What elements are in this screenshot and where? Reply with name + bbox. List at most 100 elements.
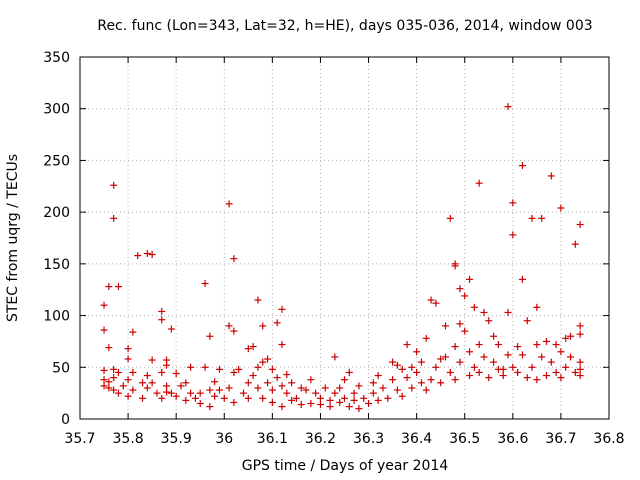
data-point bbox=[114, 283, 122, 291]
data-point bbox=[129, 386, 137, 394]
data-point bbox=[341, 376, 348, 384]
data-point bbox=[143, 372, 151, 380]
x-tick-label: 36.3 bbox=[353, 431, 384, 447]
y-tick-label: 200 bbox=[43, 205, 70, 221]
data-point bbox=[321, 384, 329, 392]
data-point bbox=[485, 374, 493, 382]
data-point bbox=[480, 308, 488, 316]
data-point bbox=[307, 399, 315, 407]
data-point bbox=[456, 285, 464, 293]
data-point bbox=[485, 317, 493, 325]
data-point bbox=[576, 365, 584, 373]
data-point bbox=[504, 103, 512, 111]
data-point bbox=[427, 296, 435, 304]
y-tick-label: 350 bbox=[43, 50, 70, 66]
data-point bbox=[240, 389, 248, 397]
data-point bbox=[134, 252, 142, 260]
data-point bbox=[417, 379, 425, 387]
data-point bbox=[211, 378, 219, 386]
data-point bbox=[326, 403, 334, 411]
data-point bbox=[504, 308, 512, 316]
x-tick-label: 36.8 bbox=[593, 431, 624, 447]
data-point bbox=[124, 376, 132, 384]
data-point bbox=[172, 369, 180, 377]
data-point bbox=[393, 386, 401, 394]
data-point bbox=[139, 394, 147, 402]
data-point bbox=[461, 327, 469, 335]
data-point bbox=[475, 368, 483, 376]
data-point bbox=[547, 358, 555, 366]
data-point bbox=[466, 372, 474, 380]
data-point bbox=[211, 392, 219, 400]
data-point bbox=[264, 379, 272, 387]
data-point bbox=[538, 353, 546, 361]
data-point bbox=[163, 382, 171, 390]
data-point bbox=[437, 355, 445, 363]
data-point bbox=[557, 204, 565, 212]
data-point bbox=[336, 398, 344, 406]
data-point bbox=[119, 382, 127, 390]
x-tick-label: 35.8 bbox=[113, 431, 144, 447]
data-point bbox=[456, 358, 464, 366]
data-point bbox=[268, 398, 276, 406]
y-tick-label: 100 bbox=[43, 309, 70, 325]
data-point bbox=[427, 376, 435, 384]
data-point bbox=[191, 394, 199, 402]
data-point bbox=[446, 214, 454, 222]
data-point bbox=[100, 376, 108, 384]
data-point bbox=[552, 368, 560, 376]
data-point bbox=[206, 332, 214, 340]
y-axis-label: STEC from uqrg / TECUs bbox=[5, 154, 21, 322]
data-point bbox=[273, 319, 281, 327]
data-point bbox=[518, 162, 526, 170]
data-point bbox=[542, 372, 550, 380]
data-point bbox=[374, 372, 382, 380]
data-point bbox=[571, 368, 579, 376]
data-point bbox=[576, 358, 584, 366]
data-point bbox=[220, 394, 228, 402]
data-point bbox=[100, 382, 108, 390]
data-point bbox=[437, 379, 445, 387]
data-point bbox=[148, 251, 156, 259]
data-point bbox=[259, 322, 267, 330]
data-point bbox=[283, 371, 291, 379]
data-point bbox=[153, 389, 161, 397]
data-point bbox=[100, 326, 108, 334]
data-point bbox=[413, 348, 421, 356]
data-point bbox=[466, 348, 474, 356]
x-tick-label: 36.5 bbox=[449, 431, 480, 447]
data-point bbox=[316, 394, 324, 402]
data-point bbox=[355, 382, 363, 390]
data-point bbox=[441, 322, 449, 330]
data-point bbox=[393, 361, 401, 369]
data-point bbox=[369, 389, 377, 397]
data-point bbox=[201, 363, 209, 371]
data-points bbox=[100, 103, 584, 413]
data-point bbox=[182, 396, 190, 404]
data-point bbox=[567, 353, 575, 361]
data-point bbox=[187, 363, 195, 371]
data-point bbox=[259, 358, 267, 366]
data-point bbox=[538, 214, 546, 222]
data-point bbox=[494, 341, 502, 349]
data-point bbox=[533, 376, 541, 384]
data-point bbox=[417, 358, 425, 366]
data-point bbox=[360, 394, 368, 402]
x-tick-label: 36.7 bbox=[545, 431, 576, 447]
data-point bbox=[254, 296, 262, 304]
plot-frame bbox=[79, 56, 610, 420]
x-tick-label: 35.9 bbox=[161, 431, 192, 447]
data-point bbox=[110, 365, 118, 373]
data-point bbox=[148, 379, 156, 387]
data-point bbox=[514, 343, 522, 351]
data-point bbox=[167, 389, 175, 397]
data-point bbox=[302, 386, 310, 394]
data-point bbox=[547, 172, 555, 180]
data-point bbox=[341, 394, 348, 402]
data-point bbox=[249, 343, 257, 351]
data-point bbox=[552, 341, 560, 349]
data-point bbox=[143, 384, 151, 392]
data-point bbox=[576, 221, 584, 229]
data-point bbox=[139, 379, 147, 387]
data-point bbox=[446, 368, 454, 376]
